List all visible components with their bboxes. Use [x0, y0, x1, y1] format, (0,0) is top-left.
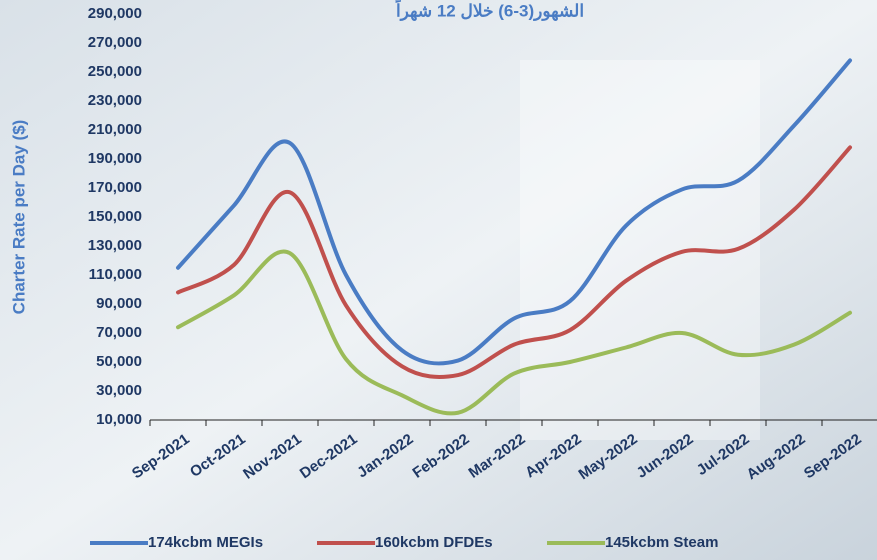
- y-tick-label: 230,000: [88, 92, 142, 109]
- y-tick-label: 250,000: [88, 63, 142, 80]
- y-tick-label: 90,000: [96, 295, 142, 312]
- y-tick-label: 210,000: [88, 121, 142, 138]
- legend-label: 160kcbm DFDEs: [375, 534, 493, 551]
- line-series: [176, 249, 852, 416]
- y-axis-label: Charter Rate per Day ($): [9, 120, 28, 315]
- y-tick-label: 110,000: [89, 266, 142, 283]
- y-tick-label: 70,000: [96, 324, 142, 341]
- line-series: [176, 58, 852, 366]
- y-tick-label: 50,000: [96, 353, 142, 370]
- legend-label: 174kcbm MEGIs: [148, 534, 263, 551]
- y-tick-label: 170,000: [88, 179, 142, 196]
- chart-title: الشهور(3-6) خلال 12 شهراً: [395, 0, 584, 21]
- y-tick-label: 130,000: [88, 237, 142, 254]
- y-tick-label: 10,000: [96, 411, 142, 428]
- legend-label: 145kcbm Steam: [605, 534, 718, 551]
- y-tick-label: 190,000: [88, 150, 142, 167]
- y-tick-label: 150,000: [88, 208, 142, 225]
- y-tick-label: 270,000: [88, 34, 142, 51]
- y-tick-label: 30,000: [96, 382, 142, 399]
- line-series: [176, 145, 852, 379]
- y-tick-label: 290,000: [88, 5, 142, 22]
